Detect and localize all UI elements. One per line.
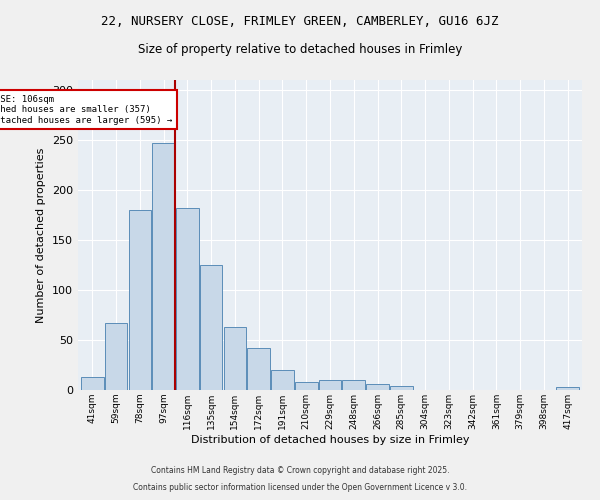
Bar	[128, 210, 151, 390]
Bar	[247, 348, 270, 390]
Bar	[319, 380, 341, 390]
Text: 22 NURSERY CLOSE: 106sqm
← 37% of detached houses are smaller (357)
62% of semi-: 22 NURSERY CLOSE: 106sqm ← 37% of detach…	[0, 95, 172, 125]
Bar	[271, 370, 294, 390]
Bar	[200, 265, 223, 390]
Bar	[343, 380, 365, 390]
Bar	[224, 327, 246, 390]
Bar	[105, 323, 127, 390]
X-axis label: Distribution of detached houses by size in Frimley: Distribution of detached houses by size …	[191, 434, 469, 444]
Bar	[556, 387, 579, 390]
Bar	[390, 386, 413, 390]
Bar	[176, 208, 199, 390]
Text: Size of property relative to detached houses in Frimley: Size of property relative to detached ho…	[138, 42, 462, 56]
Text: Contains HM Land Registry data © Crown copyright and database right 2025.: Contains HM Land Registry data © Crown c…	[151, 466, 449, 475]
Y-axis label: Number of detached properties: Number of detached properties	[37, 148, 46, 322]
Bar	[152, 143, 175, 390]
Text: 22, NURSERY CLOSE, FRIMLEY GREEN, CAMBERLEY, GU16 6JZ: 22, NURSERY CLOSE, FRIMLEY GREEN, CAMBER…	[101, 15, 499, 28]
Bar	[366, 384, 389, 390]
Text: Contains public sector information licensed under the Open Government Licence v : Contains public sector information licen…	[133, 483, 467, 492]
Bar	[81, 377, 104, 390]
Bar	[295, 382, 317, 390]
